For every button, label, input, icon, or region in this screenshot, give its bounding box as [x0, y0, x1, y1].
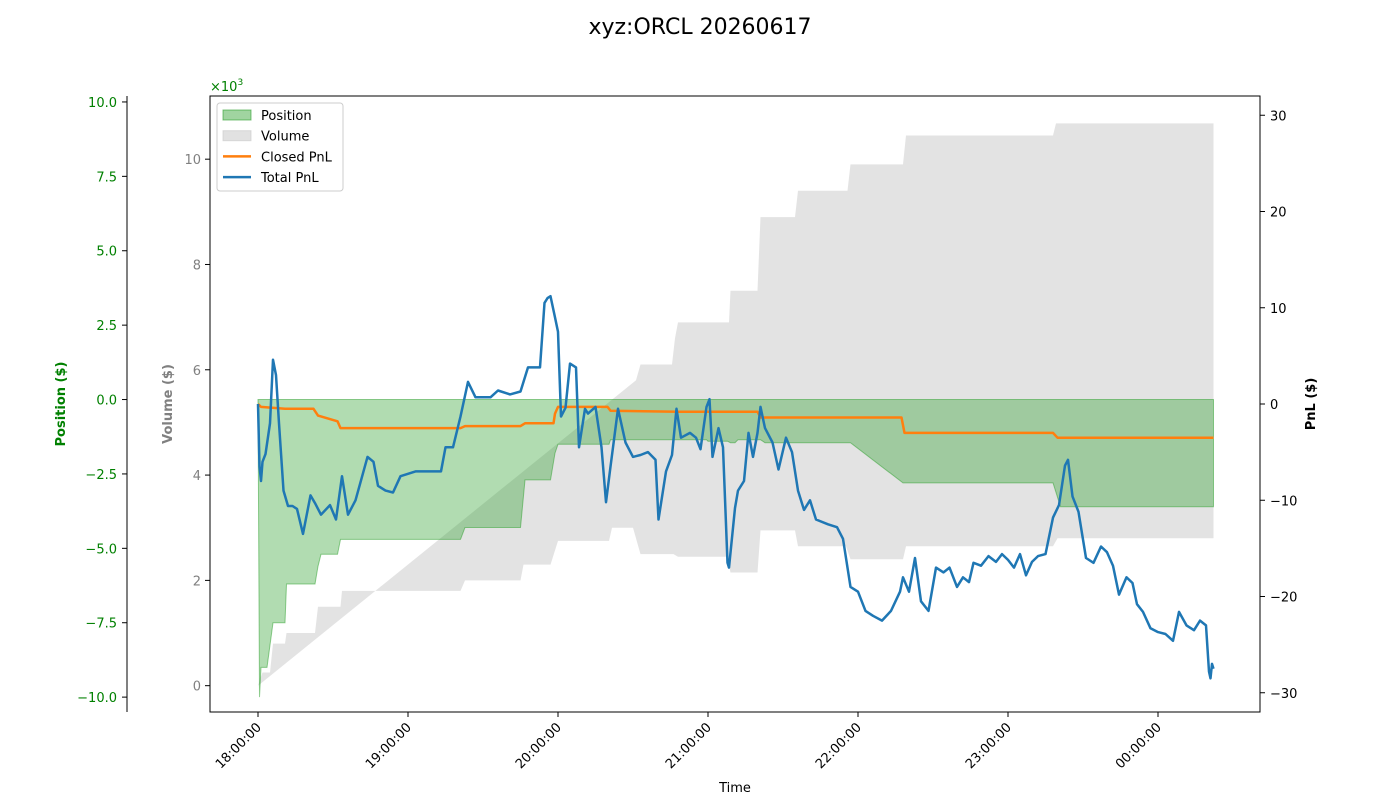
x-tick-label: 20:00:00: [513, 720, 565, 772]
x-axis: 18:00:00 19:00:00 20:00:00 21:00:00 22:00:00…: [213, 712, 1165, 772]
volume-tick-label: 0: [193, 680, 201, 695]
pnl-tick-label: −30: [1270, 687, 1297, 702]
legend-swatch-position: [222, 109, 252, 121]
position-tick-label: 2.5: [96, 319, 117, 334]
position-tick-label: −5.0: [85, 542, 117, 557]
x-axis-label: Time: [718, 781, 751, 796]
volume-tick-label: 4: [193, 469, 201, 484]
pnl-tick-label: 0: [1270, 398, 1278, 413]
total-pnl-line: [256, 294, 1215, 680]
volume-tick-label: 8: [193, 258, 201, 273]
position-tick-label: 7.5: [96, 170, 117, 185]
position-axis: −10.0 −7.5 −5.0 −2.5 0.0 2.5 5.0 7.5 10.0: [77, 96, 128, 712]
chart-title: xyz:ORCL 20260617: [588, 15, 811, 40]
legend-label-closed-pnl: Closed PnL: [261, 150, 333, 165]
legend-box: [216, 102, 344, 192]
legend-label-position: Position: [261, 109, 312, 124]
x-tick-label: 00:00:00: [1113, 720, 1165, 772]
pnl-tick-label: −10: [1270, 494, 1297, 509]
position-tick-label: 0.0: [96, 394, 117, 409]
volume-multiplier: ×103: [210, 78, 243, 95]
pnl-tick-label: 30: [1270, 109, 1287, 124]
area-fills: [257, 123, 1214, 698]
legend-label-volume: Volume: [261, 130, 309, 145]
pnl-lines: [256, 294, 1215, 680]
pnl-tick-label: −20: [1270, 591, 1297, 606]
position-tick-label: −7.5: [85, 617, 117, 632]
pnl-tick-label: 20: [1270, 206, 1287, 221]
position-area: [257, 399, 1214, 698]
volume-tick-label: 2: [193, 574, 201, 589]
position-tick-label: −2.5: [85, 468, 117, 483]
pnl-tick-label: 10: [1270, 302, 1287, 317]
volume-axis-label: Volume ($): [161, 364, 176, 444]
legend-label-total-pnl: Total PnL: [260, 171, 319, 186]
x-tick-label: 18:00:00: [213, 720, 265, 772]
x-tick-label: 22:00:00: [813, 720, 865, 772]
position-tick-label: 5.0: [96, 245, 117, 260]
volume-area: [258, 123, 1214, 686]
position-axis-label: Position ($): [54, 362, 69, 447]
x-tick-label: 21:00:00: [663, 720, 715, 772]
position-tick-label: 10.0: [88, 96, 117, 111]
legend: Position Volume Closed PnL Total PnL: [216, 102, 344, 192]
pnl-axis: −30 −20 −10 0 10 20 30: [1260, 109, 1297, 702]
plot-area: [209, 95, 1261, 713]
volume-tick-label: 6: [193, 364, 201, 379]
closed-pnl-line: [257, 403, 1214, 439]
volume-axis: 0 2 4 6 8 10: [184, 153, 210, 695]
pnl-axis-label: PnL ($): [1304, 378, 1319, 431]
x-tick-label: 23:00:00: [963, 720, 1015, 772]
volume-tick-label: 10: [184, 153, 201, 168]
legend-swatch-volume: [222, 130, 252, 142]
x-tick-label: 19:00:00: [363, 720, 415, 772]
position-tick-label: −10.0: [77, 691, 117, 706]
